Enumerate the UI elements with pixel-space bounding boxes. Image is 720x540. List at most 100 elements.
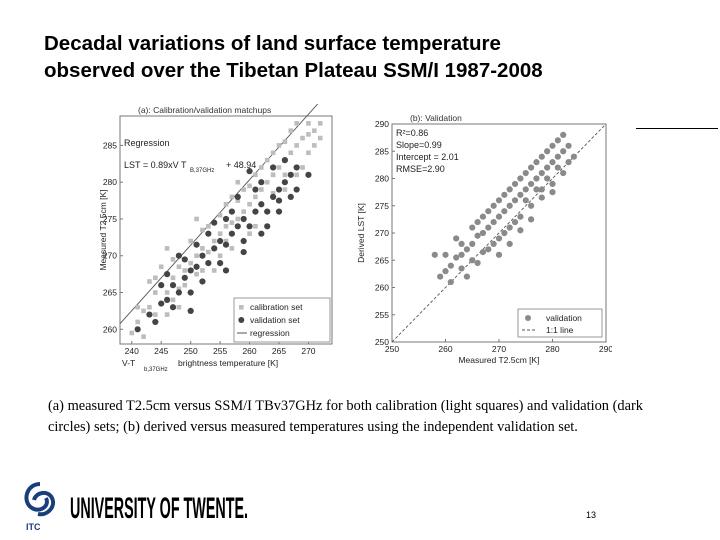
data-point-circle xyxy=(146,311,153,318)
data-point-circle xyxy=(169,282,177,289)
data-point-circle xyxy=(485,208,492,215)
data-point-circle xyxy=(501,191,508,198)
data-point-circle xyxy=(281,157,288,164)
data-point-circle xyxy=(228,208,235,215)
data-point-circle xyxy=(252,208,259,215)
data-point-circle xyxy=(164,271,171,278)
x-tick-label: 250 xyxy=(385,344,399,354)
legend-box xyxy=(517,308,603,338)
data-point-square xyxy=(170,257,176,262)
data-point-circle xyxy=(517,175,524,182)
chart-title: (b): Validation xyxy=(410,113,462,123)
data-point-circle xyxy=(447,262,454,269)
data-point-square xyxy=(153,290,158,295)
data-point-square xyxy=(182,268,188,273)
data-point-circle xyxy=(246,168,253,175)
data-point-square xyxy=(194,253,199,259)
data-point-square xyxy=(158,264,164,270)
data-point-circle xyxy=(222,215,230,223)
chart-panel-b: (b): Validation 250 260 270 280 290 250 255 260 2… xyxy=(352,104,612,366)
stat-rmse: RMSE=2.90 xyxy=(396,164,445,174)
data-point-circle xyxy=(501,208,508,215)
data-point-circle xyxy=(554,137,561,144)
data-point-square xyxy=(229,246,235,251)
chart-title: (a): Calibration/validation matchups xyxy=(138,105,271,115)
regression-equation: LST = 0.89xV T xyxy=(124,160,187,170)
data-point-circle xyxy=(234,193,241,201)
data-point-circle xyxy=(490,240,497,247)
data-point-circle xyxy=(458,265,465,272)
data-point-circle xyxy=(479,213,487,220)
data-point-circle xyxy=(181,256,188,263)
data-point-square xyxy=(253,194,258,200)
data-point-square xyxy=(282,187,288,192)
legend-label-validation: validation set xyxy=(250,315,300,325)
data-point-circle xyxy=(495,235,503,242)
data-point-circle xyxy=(217,237,224,245)
figure-caption: (a) measured T2.5cm versus SSM/I TBv37GH… xyxy=(48,398,643,435)
data-point-circle xyxy=(560,169,567,177)
data-point-square xyxy=(206,224,211,229)
data-point-square xyxy=(153,312,158,317)
data-point-circle xyxy=(565,142,572,149)
data-point-circle xyxy=(469,240,476,247)
data-point-circle xyxy=(287,193,294,201)
data-point-square xyxy=(276,143,282,148)
data-point-square xyxy=(270,190,276,196)
data-point-square xyxy=(164,246,170,251)
data-point-square xyxy=(141,334,146,339)
data-point-circle xyxy=(533,186,540,193)
slide-title-line1: Decadal variations of land surface tempe… xyxy=(44,32,501,55)
x-tick-label: 290 xyxy=(599,344,612,354)
data-point-circle xyxy=(305,171,312,178)
y-tick-label: 285 xyxy=(375,146,389,156)
data-point-circle xyxy=(549,180,556,188)
x-tick-label: 270 xyxy=(301,346,315,356)
x-tick-label: 280 xyxy=(545,344,559,354)
y-axis-label: Measured T2.5cm [K] xyxy=(98,189,108,270)
data-point-circle xyxy=(281,179,288,186)
data-point-square xyxy=(194,271,199,277)
x-tick-label: 265 xyxy=(272,346,286,356)
data-point-circle xyxy=(217,259,224,267)
data-point-circle xyxy=(538,194,545,201)
data-point-circle xyxy=(474,259,481,267)
data-point-square xyxy=(300,165,305,170)
data-point-circle xyxy=(187,267,194,274)
data-point-circle xyxy=(211,245,218,252)
y-axis-label: Derived LST [K] xyxy=(356,203,366,263)
data-point-circle xyxy=(240,248,247,256)
x-axis-label: V-T xyxy=(122,358,135,368)
data-point-circle xyxy=(453,235,460,242)
data-point-square xyxy=(235,216,241,222)
data-point-square xyxy=(200,227,205,233)
data-point-square xyxy=(217,212,223,218)
data-point-circle xyxy=(187,289,194,296)
data-point-square xyxy=(259,165,264,170)
data-point-square xyxy=(211,268,217,273)
x-tick-label: 250 xyxy=(184,346,198,356)
data-point-circle xyxy=(442,251,449,258)
data-point-square xyxy=(200,268,205,273)
data-point-square xyxy=(306,121,311,126)
data-point-circle xyxy=(258,179,265,186)
data-point-circle xyxy=(187,307,194,315)
data-point-circle xyxy=(570,153,577,160)
y-tick-label: 275 xyxy=(103,214,117,224)
data-point-circle xyxy=(565,159,572,166)
data-point-circle xyxy=(506,224,513,231)
data-point-circle xyxy=(275,197,283,204)
y-tick-label: 250 xyxy=(375,337,389,347)
x-tick-label: 245 xyxy=(154,346,168,356)
y-tick-label: 265 xyxy=(103,288,117,298)
x-axis-label-sub: b,37GHz xyxy=(144,367,168,373)
data-point-circle xyxy=(544,164,551,171)
data-point-square xyxy=(188,260,193,266)
university-wordmark: UNIVERSITY OF TWENTE. xyxy=(70,492,248,525)
data-point-circle xyxy=(517,227,524,234)
data-point-circle xyxy=(538,169,545,177)
y-tick-label: 260 xyxy=(103,324,117,334)
data-point-circle xyxy=(549,189,556,196)
data-point-circle xyxy=(252,186,259,193)
data-point-circle xyxy=(134,326,141,333)
